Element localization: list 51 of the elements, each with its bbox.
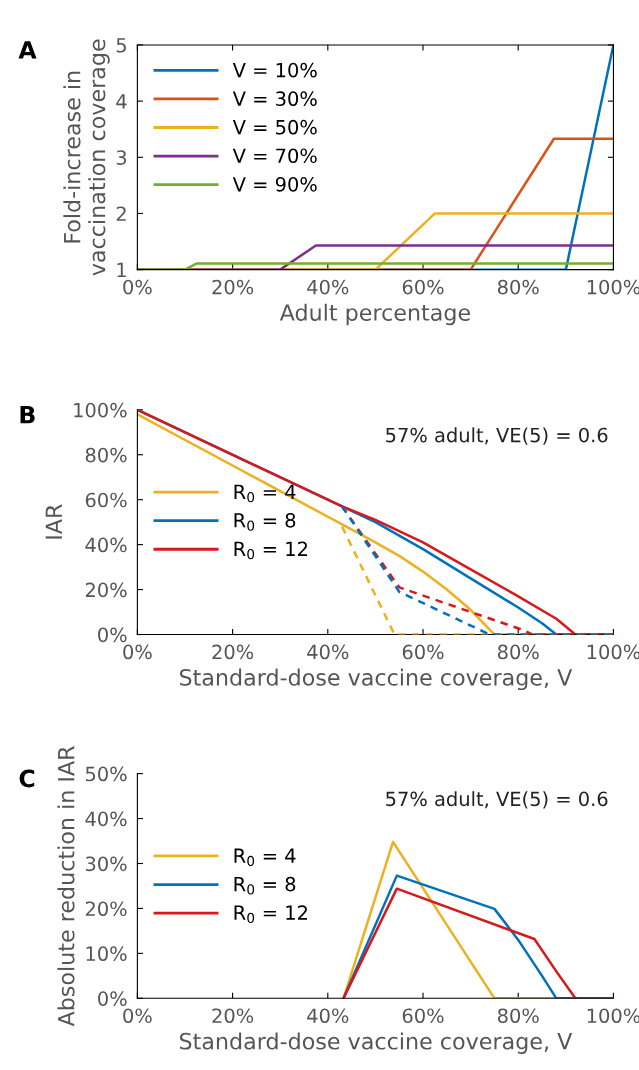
- y-tick-label: 5: [116, 38, 126, 53]
- legend-label: V = 10%: [232, 62, 317, 78]
- legend-label: R$_{0}$ = 4: [234, 484, 296, 503]
- legend-label: V = 90%: [232, 176, 317, 192]
- x-tick-label: 60%: [402, 279, 444, 295]
- chart-title: B: [20, 406, 35, 424]
- legend-label: R$_{0}$ = 8: [234, 512, 296, 531]
- y-tick-label: 40%: [85, 811, 127, 827]
- y-axis-title: Absolute reduction in IAR: [57, 746, 75, 1027]
- y-tick-label: 40%: [85, 537, 127, 553]
- y-tick-label: 20%: [85, 901, 127, 917]
- x-tick-label: 80%: [497, 644, 539, 660]
- y-tick-label: 0%: [98, 627, 127, 643]
- chart-title: C: [19, 769, 35, 788]
- chart-title: A: [18, 41, 37, 59]
- x-tick-label: 60%: [402, 644, 444, 660]
- y-tick-label: 4: [116, 94, 127, 109]
- y-tick-label: 100%: [74, 402, 127, 418]
- x-tick-label: 20%: [212, 279, 254, 295]
- annotation: 57% adult, VE(5) = 0.6: [386, 427, 608, 445]
- x-tick-label: 80%: [497, 279, 539, 295]
- x-tick-label: 20%: [212, 1008, 254, 1024]
- legend-label: R$_{0}$ = 12: [234, 905, 307, 924]
- x-tick-label: 40%: [307, 279, 349, 295]
- legend-label: V = 30%: [232, 91, 317, 107]
- legend-label: R$_{0}$ = 8: [234, 876, 296, 895]
- y-tick-label: 0%: [98, 991, 127, 1006]
- y-tick-label: 30%: [85, 856, 127, 872]
- y-axis-title: Fold-increase in vaccination coverage: [63, 39, 110, 276]
- y-tick-label: 80%: [85, 447, 127, 463]
- legend-label: V = 50%: [232, 119, 317, 135]
- y-tick-label: 3: [116, 150, 127, 165]
- x-tick-label: 60%: [402, 1008, 444, 1024]
- legend-label: R$_{0}$ = 4: [234, 848, 296, 867]
- y-tick-label: 60%: [85, 492, 127, 508]
- x-axis-title: Standard-dose vaccine coverage, V: [179, 668, 573, 691]
- y-axis-title: IAR: [45, 504, 62, 539]
- x-tick-label: 20%: [212, 644, 254, 660]
- legend-label: R$_{0}$ = 12: [234, 541, 307, 560]
- y-tick-label: 50%: [85, 766, 127, 782]
- x-axis-title: Standard-dose vaccine coverage, V: [179, 1032, 573, 1054]
- annotation: 57% adult, VE(5) = 0.6: [386, 791, 608, 809]
- y-tick-label: 10%: [86, 946, 127, 962]
- x-tick-label: 40%: [307, 1008, 349, 1024]
- x-axis-title: Adult percentage: [279, 303, 470, 326]
- x-tick-label: 40%: [307, 644, 349, 660]
- y-tick-label: 2: [116, 206, 126, 221]
- legend-label: V = 70%: [232, 148, 317, 164]
- y-tick-label: 1: [117, 262, 126, 278]
- x-tick-label: 80%: [497, 1008, 539, 1024]
- y-tick-label: 20%: [85, 582, 127, 598]
